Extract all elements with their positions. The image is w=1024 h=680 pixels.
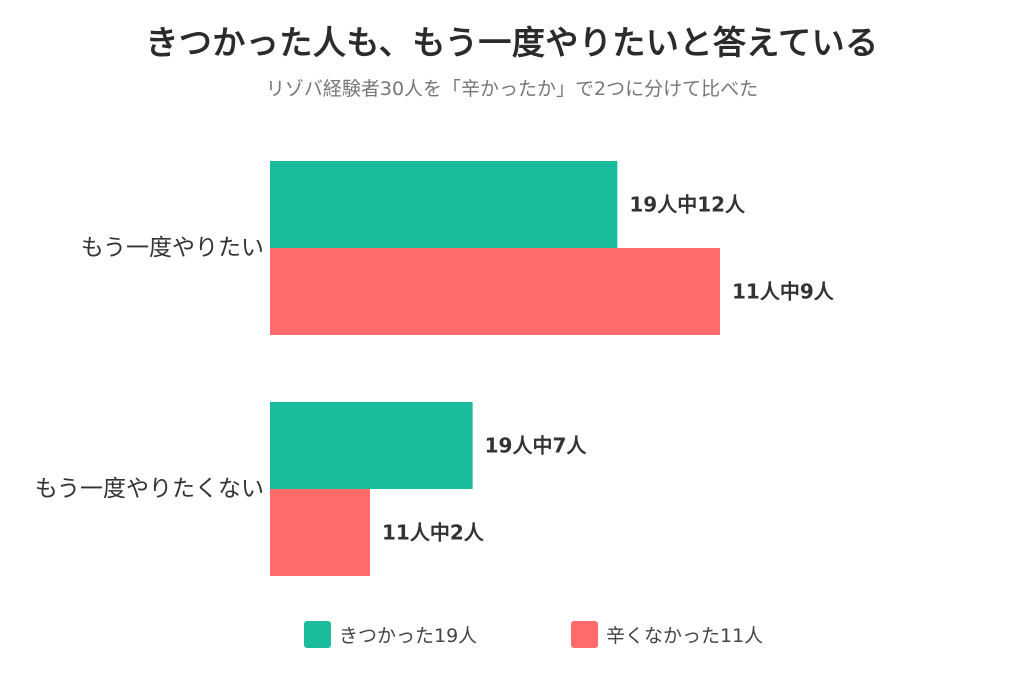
legend-item-hard: きつかった19人 xyxy=(304,618,477,650)
bar-1-0 xyxy=(270,402,473,489)
category-label-1: もう一度やりたくない xyxy=(35,476,264,502)
bar-0-1 xyxy=(270,248,720,335)
chart-subtitle: リゾバ経験者30人を「辛かったか」で2つに分けて比べた xyxy=(265,78,759,100)
legend-swatch-not-hard xyxy=(571,620,598,648)
data-label-1-0: 19人中7人 xyxy=(485,434,588,458)
chart-title: きつかった人も、もう一度やりたいと答えている xyxy=(145,23,879,62)
legend-swatch-hard xyxy=(304,620,331,648)
bar-0-0 xyxy=(270,161,618,248)
legend-label-hard: きつかった19人 xyxy=(339,624,478,647)
legend-item-not-hard: 辛くなかった11人 xyxy=(571,618,763,650)
data-label-1-1: 11人中2人 xyxy=(382,521,485,545)
legend-label-not-hard: 辛くなかった11人 xyxy=(606,624,764,647)
data-label-0-1: 11人中9人 xyxy=(732,280,835,304)
bar-1-1 xyxy=(270,489,370,576)
data-label-0-0: 19人中12人 xyxy=(629,193,746,217)
legend: きつかった19人 辛くなかった11人 xyxy=(0,618,1024,650)
category-label-0: もう一度やりたい xyxy=(81,235,264,261)
